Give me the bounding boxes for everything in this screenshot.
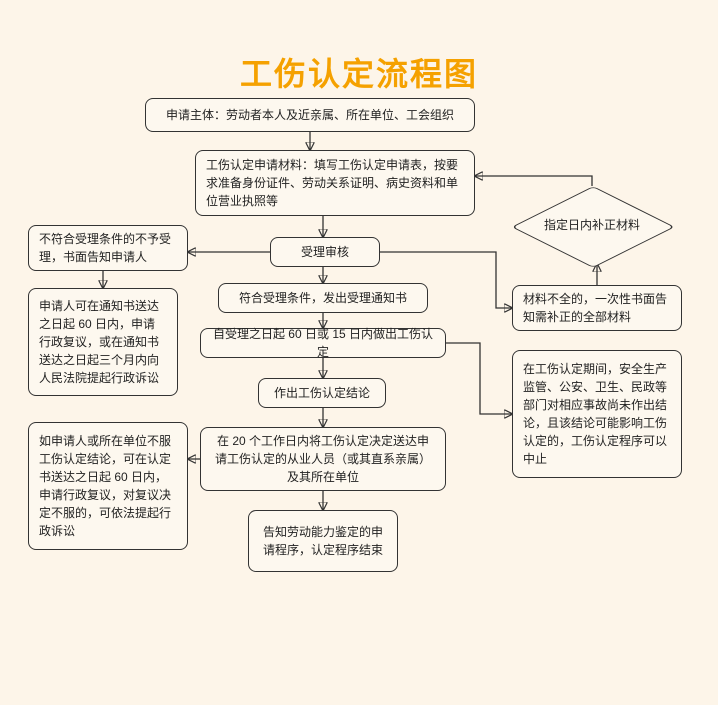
node-label-reconsider: 申请人可在通知书送达之日起 60 日内，申请行政复议，或在通知书送达之日起三个月…: [39, 297, 167, 387]
page-title: 工伤认定流程图: [0, 49, 718, 95]
node-label-deliver: 在 20 个工作日内将工伤认定决定送达申请工伤认定的从业人员（或其直系亲属）及其…: [211, 432, 435, 486]
node-label-conclusion: 作出工伤认定结论: [269, 384, 375, 402]
edge-supplement-materials: [475, 176, 592, 186]
node-label-materials: 工伤认定申请材料：填写工伤认定申请表，按要求准备身份证件、劳动关系证明、病史资料…: [206, 156, 464, 210]
node-reconsider: 申请人可在通知书送达之日起 60 日内，申请行政复议，或在通知书送达之日起三个月…: [28, 288, 178, 396]
node-label-suspend: 在工伤认定期间，安全生产监管、公安、卫生、民政等部门对相应事故尚未作出结论，且该…: [523, 360, 671, 468]
node-label-appeal: 如申请人或所在单位不服工伤认定结论，可在认定书送达之日起 60 日内，申请行政复…: [39, 432, 177, 540]
node-label-review: 受理审核: [281, 243, 369, 261]
node-appeal: 如申请人或所在单位不服工伤认定结论，可在认定书送达之日起 60 日内，申请行政复…: [28, 422, 188, 550]
node-label-sixtydays: 自受理之日起 60 日或 15 日内做出工伤认定: [211, 325, 435, 361]
node-end: 告知劳动能力鉴定的申请程序，认定程序结束: [248, 510, 398, 572]
node-reject: 不符合受理条件的不予受理，书面告知申请人: [28, 225, 188, 271]
node-review: 受理审核: [270, 237, 380, 267]
node-sixtydays: 自受理之日起 60 日或 15 日内做出工伤认定: [200, 328, 446, 358]
edge-sixtydays-suspend: [446, 343, 512, 414]
node-label-reject: 不符合受理条件的不予受理，书面告知申请人: [39, 230, 177, 266]
flowchart-canvas: 工伤认定流程图 申请主体：劳动者本人及近亲属、所在单位、工会组织工伤认定申请材料…: [0, 0, 718, 705]
node-label-applicant: 申请主体：劳动者本人及近亲属、所在单位、工会组织: [156, 106, 464, 124]
node-label-end: 告知劳动能力鉴定的申请程序，认定程序结束: [259, 523, 387, 559]
node-incomplete: 材料不全的，一次性书面告知需补正的全部材料: [512, 285, 682, 331]
node-deliver: 在 20 个工作日内将工伤认定决定送达申请工伤认定的从业人员（或其直系亲属）及其…: [200, 427, 446, 491]
node-label-qualify: 符合受理条件，发出受理通知书: [229, 289, 417, 307]
node-label-incomplete: 材料不全的，一次性书面告知需补正的全部材料: [523, 290, 671, 326]
node-supplement: 指定日内补正材料: [512, 186, 672, 266]
node-qualify: 符合受理条件，发出受理通知书: [218, 283, 428, 313]
node-applicant: 申请主体：劳动者本人及近亲属、所在单位、工会组织: [145, 98, 475, 132]
node-conclusion: 作出工伤认定结论: [258, 378, 386, 408]
node-materials: 工伤认定申请材料：填写工伤认定申请表，按要求准备身份证件、劳动关系证明、病史资料…: [195, 150, 475, 216]
node-suspend: 在工伤认定期间，安全生产监管、公安、卫生、民政等部门对相应事故尚未作出结论，且该…: [512, 350, 682, 478]
